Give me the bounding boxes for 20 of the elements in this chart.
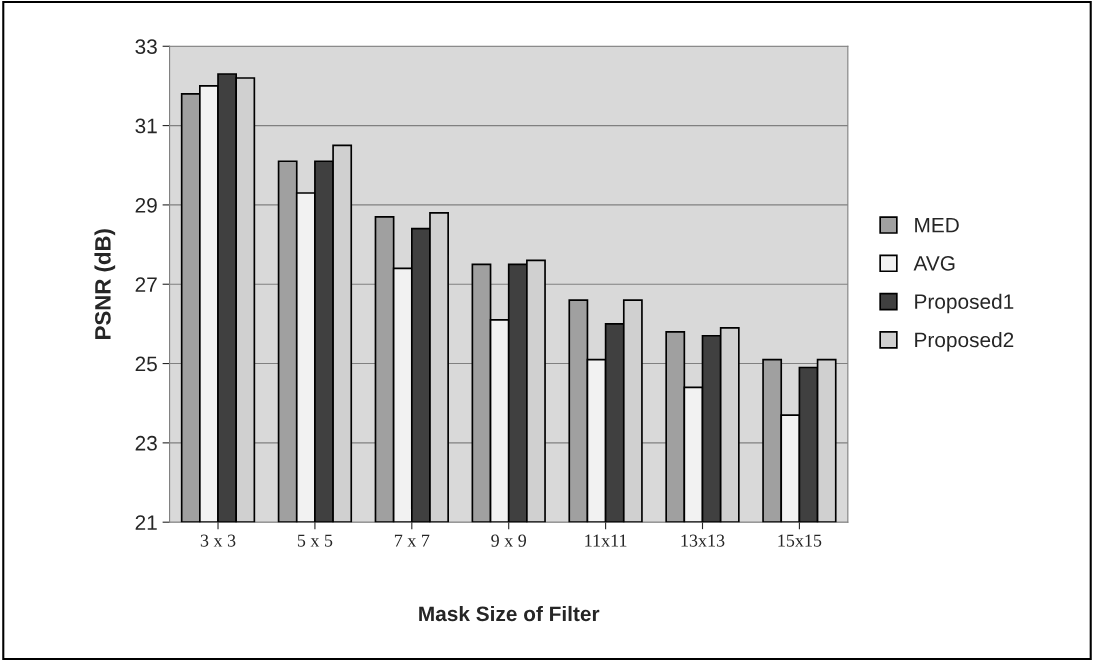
- y-tick-label: 25: [135, 356, 157, 372]
- x-tick-label: 15x15: [778, 534, 822, 547]
- legend-label: Proposed1: [915, 293, 1014, 314]
- legend-label: AVG: [913, 255, 955, 271]
- y-tick-label: 21: [135, 515, 157, 530]
- y-tick-label: 23: [135, 435, 157, 451]
- x-tick-label: 3 x 3: [200, 534, 236, 547]
- legend-label: MED: [915, 217, 959, 233]
- x-tick-label: 13x13: [681, 534, 725, 547]
- y-axis-title: PSNR (dB): [94, 229, 116, 339]
- y-tick-label: 31: [135, 118, 157, 134]
- x-axis-title: Mask Size of Filter: [419, 605, 600, 622]
- x-tick-label: 5 x 5: [297, 534, 333, 547]
- legend-label: Proposed2: [915, 332, 1014, 352]
- y-tick-label: 29: [135, 197, 157, 213]
- x-tick-label: 11x11: [585, 534, 627, 547]
- y-tick-label: 27: [135, 277, 157, 292]
- y-tick-label: 33: [135, 39, 157, 55]
- x-tick-label: 7 x 7: [394, 534, 430, 547]
- x-tick-label: 9 x 9: [491, 534, 527, 547]
